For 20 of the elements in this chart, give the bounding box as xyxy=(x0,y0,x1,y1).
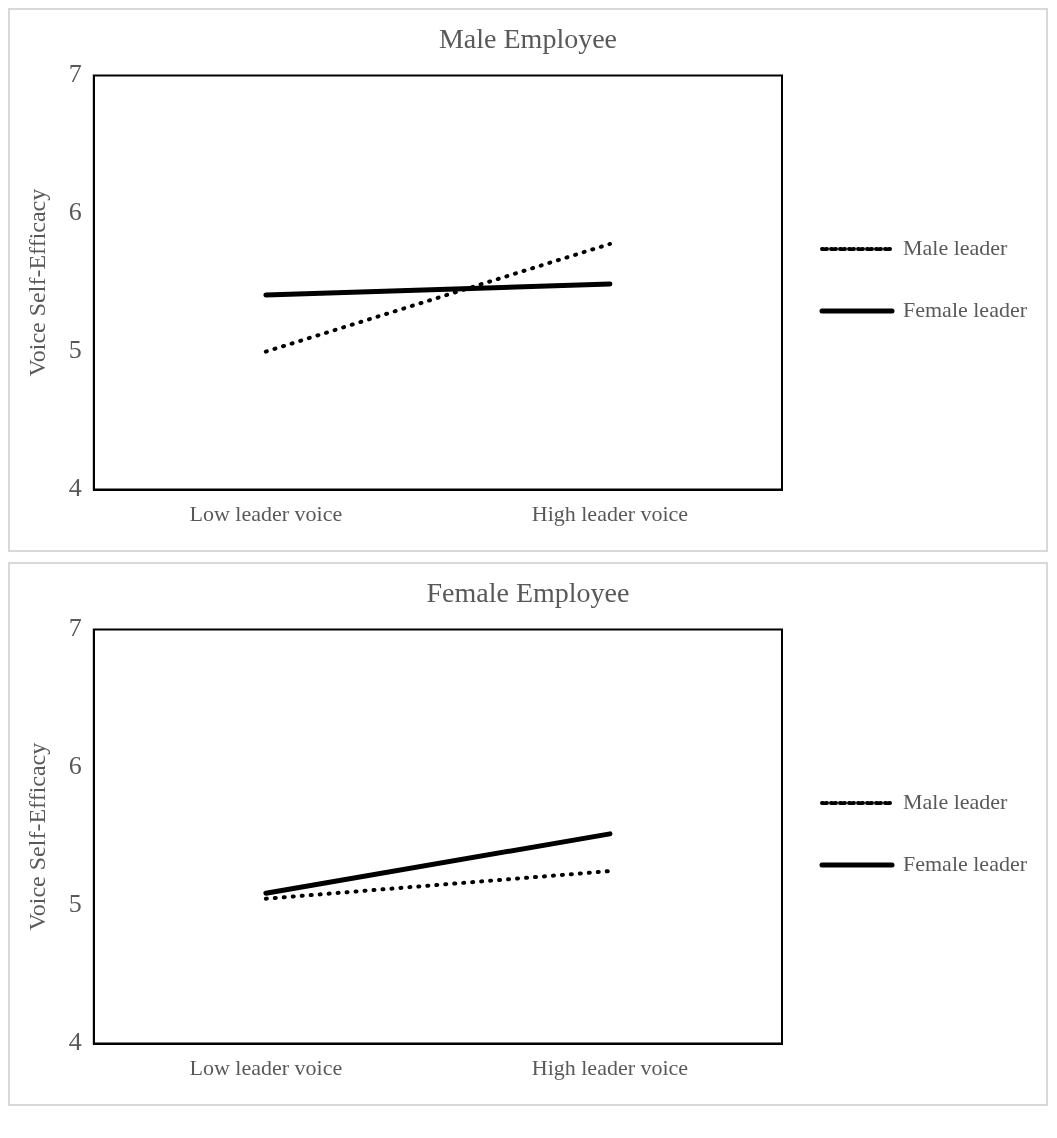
y-tick-label: 4 xyxy=(68,473,82,503)
x-tick-label: Low leader voice xyxy=(189,1054,343,1080)
chart-title: Female Employee xyxy=(426,577,630,609)
x-tick-label: High leader voice xyxy=(531,500,689,526)
x-tick-label: High leader voice xyxy=(531,1054,689,1080)
x-tick-label: Low leader voice xyxy=(189,500,343,526)
y-axis-title: Voice Self-Efficacy xyxy=(23,742,50,931)
legend-label: Male leader xyxy=(903,788,1009,814)
chart-title: Male Employee xyxy=(438,23,618,55)
y-tick-label: 5 xyxy=(68,889,82,919)
legend-label: Female leader xyxy=(903,296,1028,322)
legend-label: Male leader xyxy=(903,234,1009,260)
y-tick-label: 6 xyxy=(68,197,82,227)
y-tick-label: 7 xyxy=(68,613,82,643)
y-axis-title: Voice Self-Efficacy xyxy=(23,188,50,377)
y-tick-label: 7 xyxy=(68,59,82,89)
y-tick-label: 5 xyxy=(68,335,82,365)
y-tick-label: 6 xyxy=(68,751,82,781)
legend-label: Female leader xyxy=(903,850,1028,876)
y-tick-label: 4 xyxy=(68,1027,82,1057)
